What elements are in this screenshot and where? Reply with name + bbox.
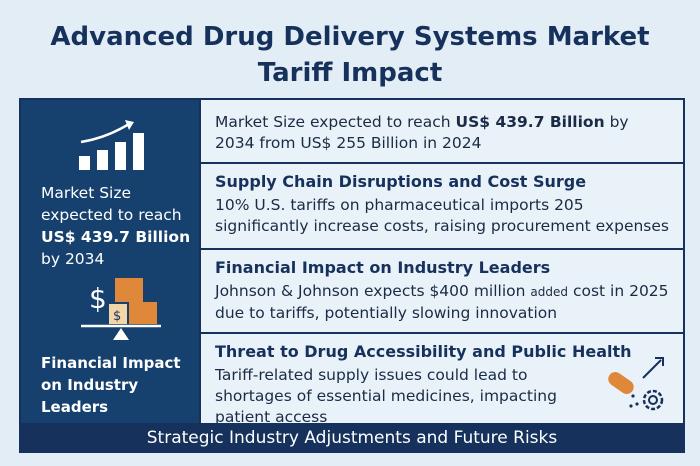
svg-text:$: $ — [89, 282, 107, 315]
panel: $ $ Market Size expected to reach US$ 43… — [19, 98, 685, 427]
sidebar: $ $ Market Size expected to reach US$ 43… — [21, 100, 199, 425]
finance-icon: $ $ — [81, 278, 161, 340]
row-body: Tariff-related supply issues could lead … — [215, 366, 557, 426]
text-bold: US$ 439.7 Billion — [455, 113, 605, 131]
row: Supply Chain Disruptions and Cost Surge … — [201, 164, 683, 250]
sidebar-caption: Financial Impact on Industry Leaders — [41, 354, 181, 416]
row-body: 10% U.S. tariffs on pharmaceutical impor… — [215, 196, 669, 235]
text: Market Size expected to reach — [41, 184, 182, 224]
title: Advanced Drug Delivery Systems Market — [50, 22, 650, 52]
sidebar-icons: $ $ — [79, 120, 161, 340]
row-body: Johnson & Johnson expects $400 million a… — [215, 281, 669, 324]
text: by 2034 from US$ 255 Billion in 2024 — [215, 113, 629, 152]
row-heading: Supply Chain Disruptions and Cost Surge — [215, 172, 587, 191]
row-body: Market Size expected to reach US$ 439.7 … — [215, 112, 669, 154]
text-small: added — [530, 285, 568, 299]
row: Financial Impact on Industry Leaders Joh… — [201, 250, 683, 334]
footer: Strategic Industry Adjustments and Futur… — [19, 423, 685, 453]
row: Threat to Drug Accessibility and Public … — [201, 334, 683, 426]
row: Market Size expected to reach US$ 439.7 … — [201, 100, 683, 164]
sidebar-market: Market Size expected to reach US$ 439.7 … — [41, 182, 191, 270]
health-icon — [608, 357, 664, 411]
title: Tariff Impact — [257, 58, 443, 88]
text: Johnson & Johnson expects $400 million — [215, 282, 526, 300]
growth-icon — [79, 120, 144, 170]
text-bold: US$ 439.7 Billion — [41, 228, 191, 246]
row-heading: Financial Impact on Industry Leaders — [215, 258, 551, 277]
text: cost in 2025 due to tariffs, potentially… — [215, 282, 669, 322]
text: by 2034 — [41, 250, 105, 268]
svg-text:$: $ — [113, 309, 121, 324]
text: Market Size expected to reach — [215, 113, 451, 131]
row-heading: Threat to Drug Accessibility and Public … — [215, 342, 632, 361]
